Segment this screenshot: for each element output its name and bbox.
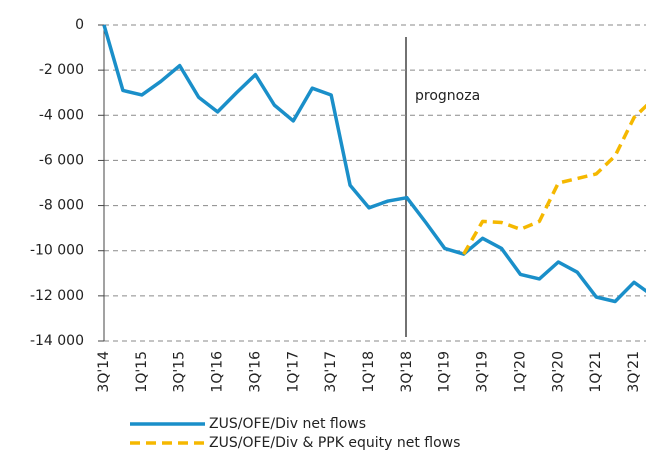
x-tick-label: 3Q'14: [96, 351, 112, 393]
y-tick-label: -4 000: [39, 107, 84, 123]
y-tick-label: -10 000: [30, 243, 84, 259]
x-tick-label: 1Q'17: [285, 351, 301, 393]
y-tick-label: -12 000: [30, 288, 84, 304]
x-tick-label: 3Q'16: [247, 351, 263, 393]
x-tick-label: 1Q'20: [512, 351, 528, 393]
y-tick-label: 0: [75, 17, 84, 33]
y-tick-label: -2 000: [39, 62, 84, 78]
x-tick-label: 1Q'21: [588, 351, 604, 393]
x-tick-label: 3Q'20: [550, 351, 566, 393]
x-tick-label: 3Q'18: [399, 351, 415, 393]
y-tick-label: -8 000: [39, 198, 84, 214]
y-tick-label: -14 000: [30, 333, 84, 349]
x-tick-label: 1Q'15: [134, 351, 150, 393]
x-tick-label: 1Q'16: [210, 351, 226, 393]
x-tick-label: 3Q'15: [172, 351, 188, 393]
x-tick-label: 3Q'17: [323, 351, 339, 393]
plot-area: [102, 24, 646, 304]
series-line: [102, 24, 646, 304]
x-tick-label: 3Q'19: [475, 351, 491, 393]
annotation: prognoza: [415, 88, 480, 104]
y-tick-label: -6 000: [39, 152, 84, 168]
x-tick-label: 1Q'18: [361, 351, 377, 393]
legend-label: ZUS/OFE/Div & PPK equity net flows: [209, 435, 460, 451]
x-tick-label: 1Q'19: [437, 351, 453, 393]
legend-label: ZUS/OFE/Div net flows: [209, 416, 366, 432]
series-line: [462, 103, 646, 255]
x-tick-label: 3Q'21: [626, 351, 642, 393]
